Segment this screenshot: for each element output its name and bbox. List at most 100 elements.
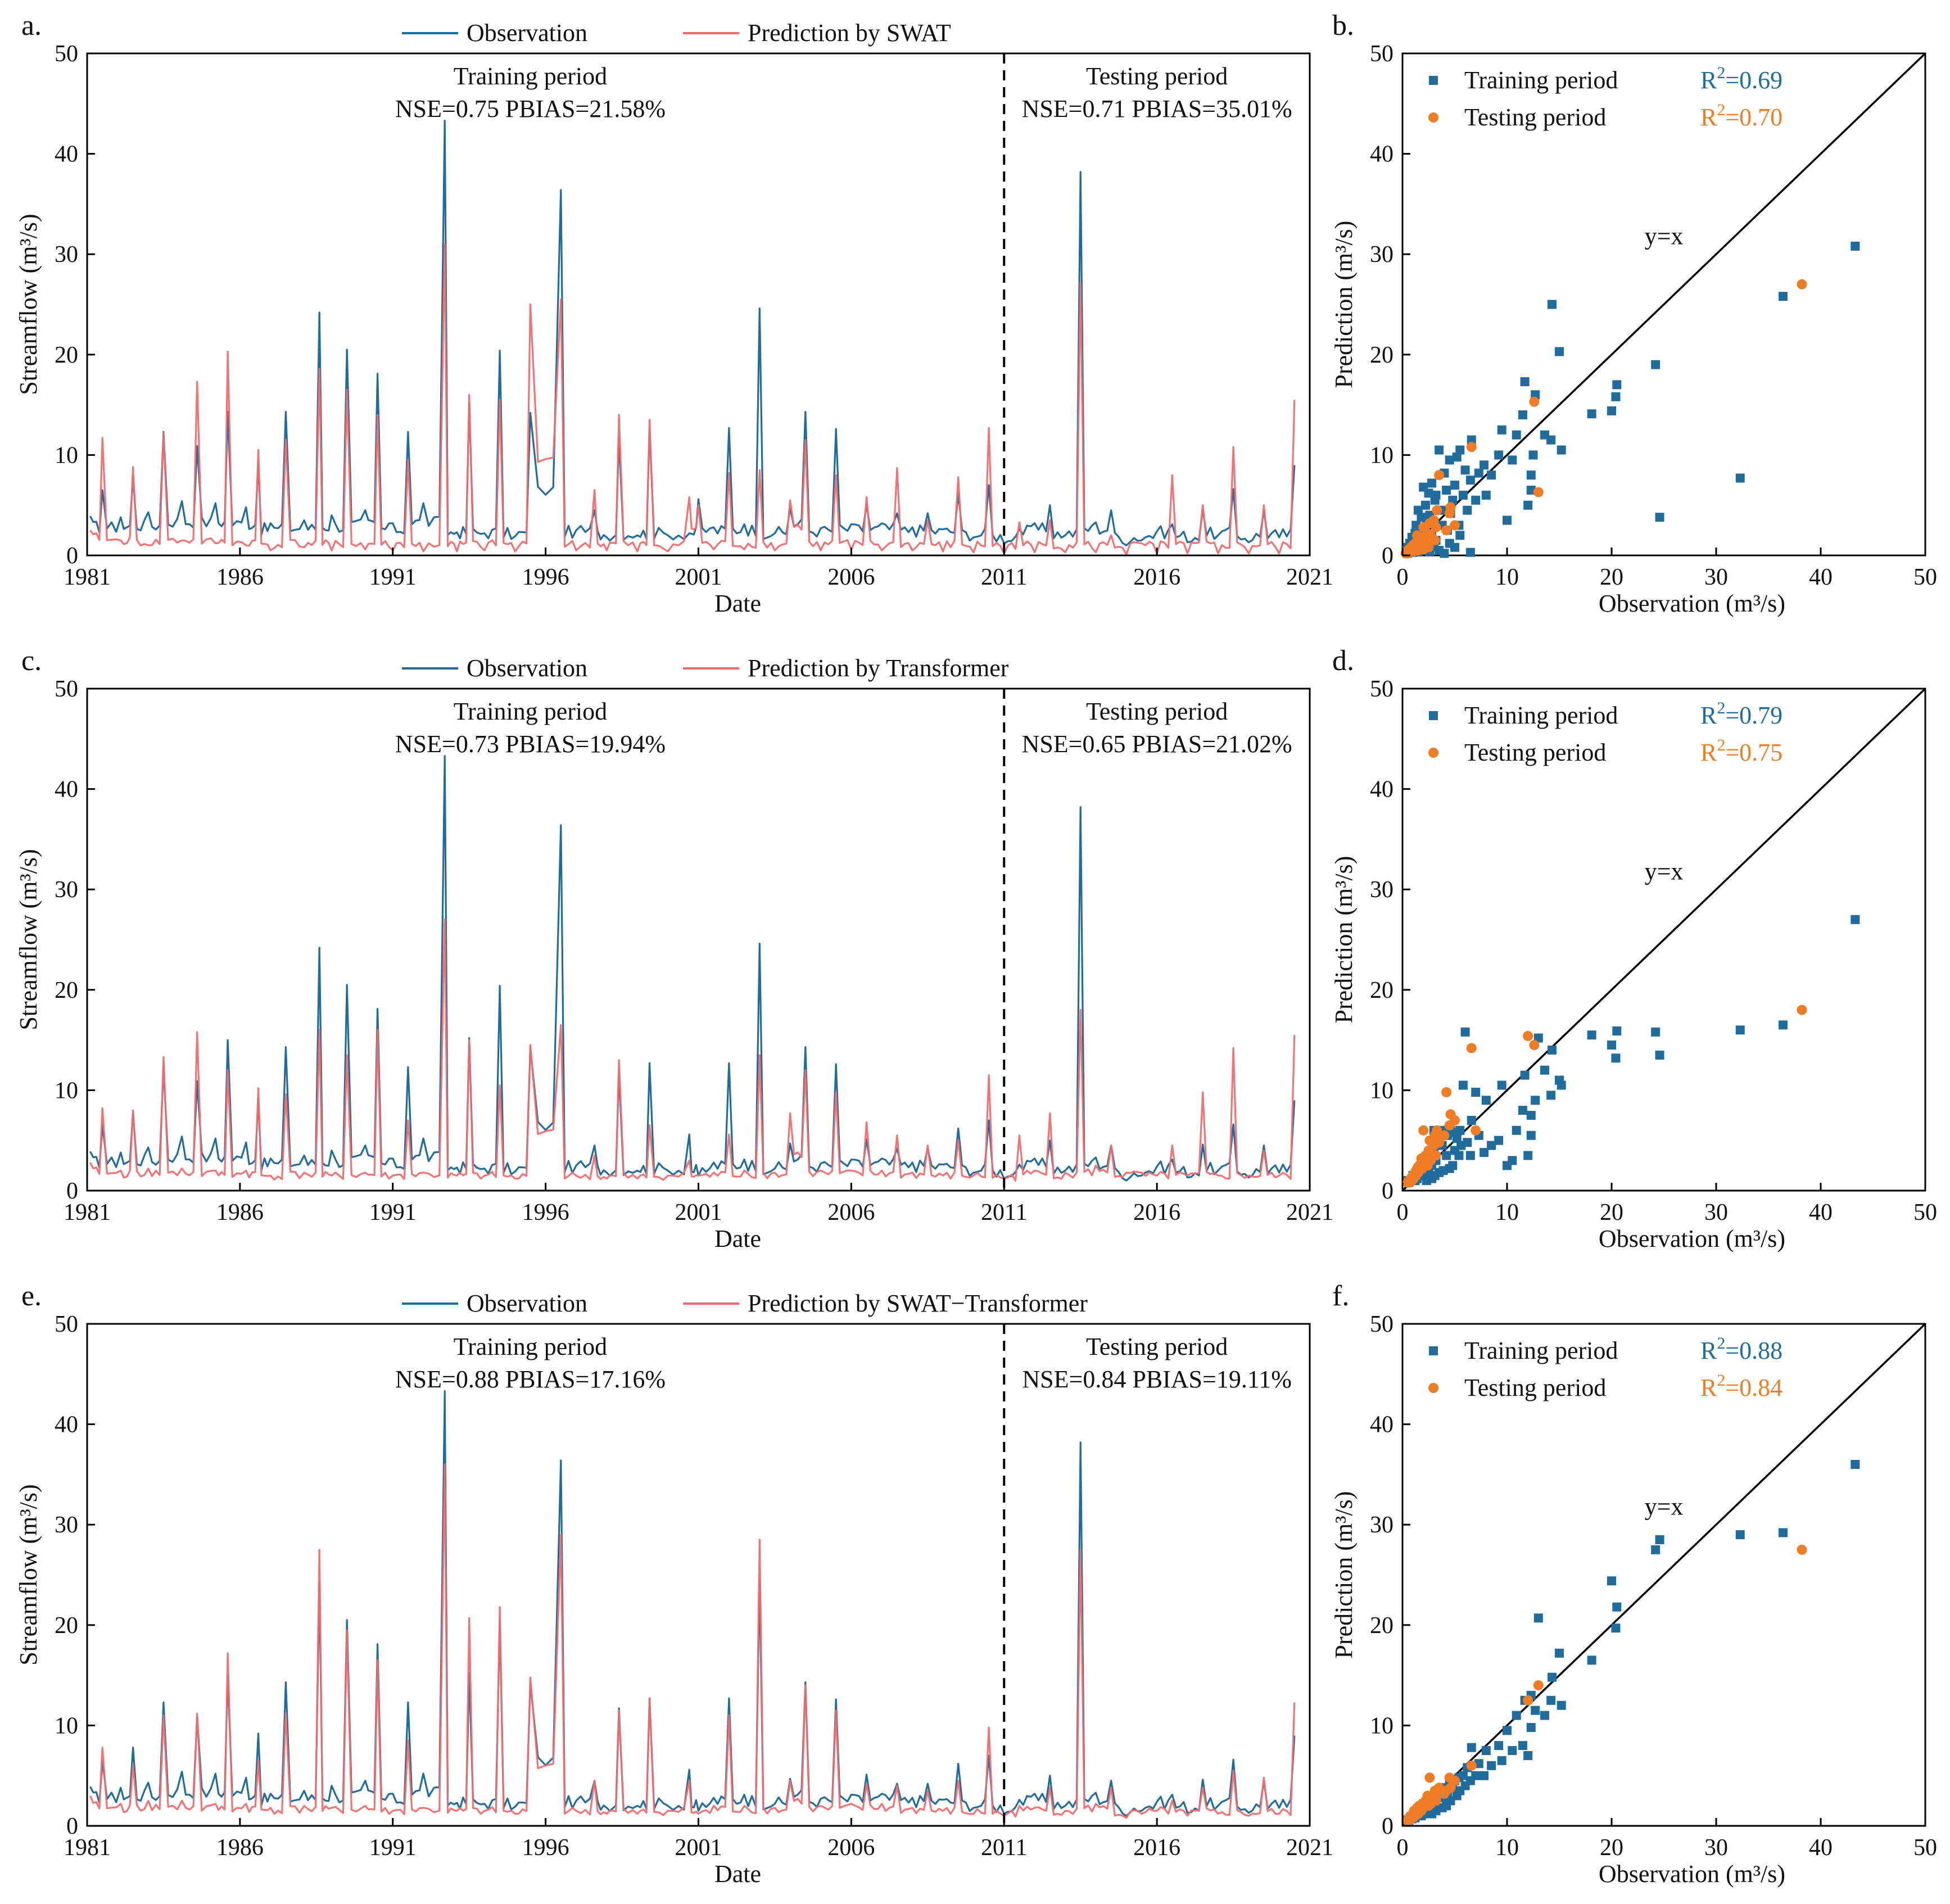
identity-line-label: y=x [1645,857,1684,885]
x-tick-label: 40 [1809,564,1833,590]
training-point [1555,1075,1564,1085]
training-point [1655,1535,1664,1544]
y-axis-title: Prediction (m³/s) [1330,221,1358,388]
y-tick-label: 10 [1370,1078,1393,1103]
legend-marker-training [1429,711,1438,720]
y-axis-title: Streamflow (m³/s) [15,214,42,395]
x-axis-title: Observation (m³/s) [1599,1225,1785,1252]
observation-series-line [89,755,1296,1182]
training-point [1612,1602,1622,1612]
r2-testing-label: R2=0.84 [1700,1371,1782,1401]
training-point [1465,1151,1475,1160]
y-tick-label: 10 [1370,442,1393,468]
training-point [1533,1033,1543,1043]
testing-metrics-label: NSE=0.65 PBIAS=21.02% [1022,730,1292,758]
legend-label-training: Training period [1464,1337,1618,1364]
y-tick-label: 40 [1370,777,1393,803]
training-point [1555,347,1564,356]
x-tick-label: 1991 [369,1200,417,1225]
x-tick-label: 1991 [369,1835,417,1861]
identity-line-label: y=x [1645,1493,1684,1520]
training-point [1442,485,1451,495]
x-tick-label: 2011 [981,1200,1027,1225]
training-metrics-label: NSE=0.75 PBIAS=21.58% [395,95,666,123]
identity-line-label: y=x [1645,222,1684,250]
x-tick-label: 2006 [827,564,875,590]
x-axis-title: Date [714,1860,761,1888]
x-tick-label: 1996 [522,564,569,590]
training-point [1557,1701,1566,1710]
training-point [1851,915,1860,924]
training-point [1779,1528,1788,1537]
training-point [1651,1027,1661,1037]
training-point [1518,410,1527,419]
training-metrics-label: NSE=0.73 PBIAS=19.94% [395,730,666,758]
training-point [1460,465,1470,475]
training-point [1587,1030,1596,1040]
testing-point [1418,522,1429,532]
x-tick-label: 40 [1809,1200,1833,1225]
training-point [1467,435,1476,445]
x-tick-label: 1986 [216,1835,264,1861]
testing-point [1444,1772,1455,1783]
training-point [1497,425,1506,435]
training-point [1467,1115,1476,1125]
training-point [1497,1756,1506,1765]
testing-point [1418,1125,1429,1136]
testing-point [1533,487,1544,498]
training-point [1445,455,1454,465]
training-point [1651,1545,1661,1554]
training-point [1612,380,1622,390]
testing-point [1439,1130,1450,1141]
training-point [1419,482,1428,492]
testing-point [1441,525,1452,536]
training-point [1411,521,1421,530]
training-point [1435,445,1444,455]
y-tick-label: 40 [55,777,78,803]
y-tick-label: 0 [1382,1813,1393,1839]
testing-point [1529,1040,1540,1051]
prediction-series-line [89,243,1296,555]
testing-point [1444,1120,1455,1130]
x-tick-label: 30 [1704,1835,1728,1861]
training-point [1523,500,1533,510]
legend-marker-testing [1428,748,1438,758]
observation-series-line [89,1390,1296,1817]
training-point [1735,1530,1745,1540]
testing-point [1450,520,1460,531]
timeseries-chart-c: 1981 1986 1991 1996 2001 2006 2011 2016 2021 0 10 2… [15,654,1333,1252]
training-point [1452,452,1462,462]
testing-point [1412,530,1423,541]
training-point [1458,1080,1468,1090]
x-tick-label: 30 [1704,1200,1728,1225]
legend-label-training: Training period [1464,66,1618,94]
x-tick-label: 1986 [216,1200,264,1225]
training-point [1481,1746,1491,1756]
y-tick-label: 10 [55,442,78,468]
r2-training-label: R2=0.69 [1700,64,1782,94]
x-axis-title: Observation (m³/s) [1599,1860,1785,1888]
observation-series-line [89,120,1296,546]
training-point [1455,445,1465,455]
testing-metrics-label: NSE=0.71 PBIAS=35.01% [1022,95,1292,123]
training-point [1526,1111,1536,1120]
training-point [1546,1091,1556,1100]
plots-group: 1981 1986 1991 1996 2001 2006 2011 2016 2021 0 10 2… [15,19,1937,1888]
training-point [1440,549,1449,558]
training-point [1427,478,1437,488]
x-tick-label: 2001 [675,1200,722,1225]
training-point [1494,1136,1504,1145]
x-tick-label: 1981 [64,564,111,590]
training-point [1471,1087,1481,1097]
training-point [1481,1096,1491,1105]
training-point [1779,1020,1788,1030]
scatter-chart-d: y=x 0 10 20 30 40 50 0 10 20 30 40 50 Observation (m³… [1330,676,1937,1252]
legend-label-observation: Observation [467,654,587,682]
training-point [1779,292,1788,301]
training-point [1508,1746,1517,1756]
training-point [1497,1080,1506,1090]
testing-point [1797,1544,1807,1555]
legend-label-observation: Observation [467,1290,587,1317]
